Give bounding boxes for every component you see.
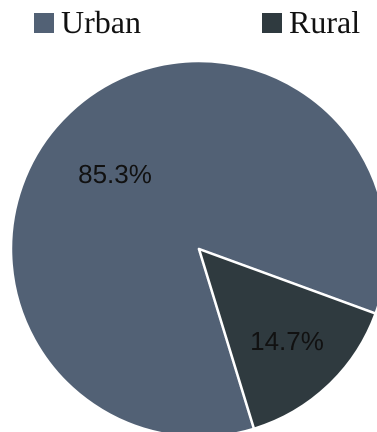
legend-item-rural: Rural <box>262 4 360 41</box>
pie-slices <box>9 59 377 432</box>
data-label-rural: 14.7% <box>250 326 324 356</box>
pie-slice-urban <box>9 59 377 432</box>
legend-label-urban: Urban <box>61 4 141 40</box>
pie-labels: 85.3% 14.7% <box>78 159 324 356</box>
legend-label-rural: Rural <box>289 4 361 40</box>
legend-item-urban: Urban <box>34 4 141 41</box>
pie-slice-rural <box>197 247 377 431</box>
legend-swatch-rural <box>262 12 282 33</box>
legend-swatch-urban <box>34 12 54 33</box>
data-label-urban: 85.3% <box>78 159 152 189</box>
legend: Urban Rural <box>0 4 377 44</box>
